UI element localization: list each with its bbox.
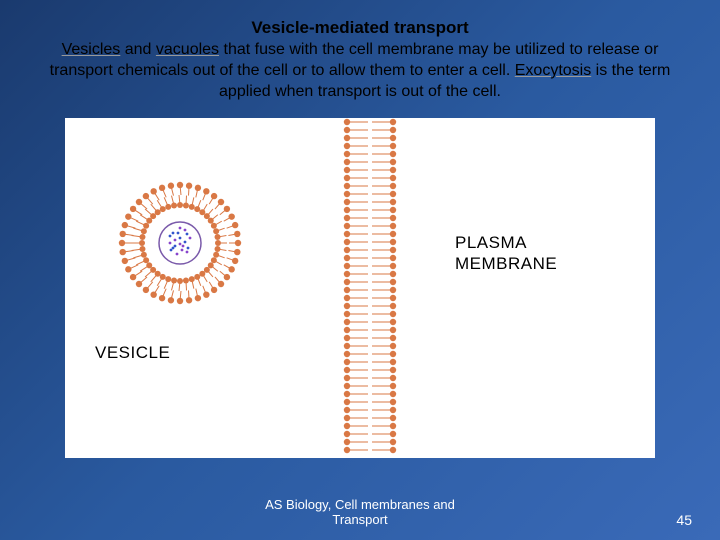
plasma-label-line1: PLASMA bbox=[455, 233, 557, 253]
plasma-membrane-label: PLASMA MEMBRANE bbox=[455, 233, 557, 274]
footer-line2: Transport bbox=[0, 512, 720, 528]
footer-line1: AS Biology, Cell membranes and bbox=[0, 497, 720, 513]
slide-title: Vesicle-mediated transport bbox=[40, 18, 680, 38]
link-exocytosis[interactable]: Exocytosis bbox=[515, 62, 591, 79]
plasma-membrane-graphic bbox=[335, 118, 405, 458]
link-vesicles[interactable]: Vesicles bbox=[62, 41, 121, 58]
page-number: 45 bbox=[676, 512, 692, 528]
vesicle-svg bbox=[115, 178, 245, 308]
footer: AS Biology, Cell membranes and Transport bbox=[0, 497, 720, 528]
body-text-1: and bbox=[120, 41, 156, 58]
plasma-label-line2: MEMBRANE bbox=[455, 254, 557, 274]
link-vacuoles[interactable]: vacuoles bbox=[156, 41, 219, 58]
slide-body: Vesicles and vacuoles that fuse with the… bbox=[40, 40, 680, 102]
plasma-membrane-svg bbox=[335, 118, 405, 458]
diagram: VESICLE PLASMA MEMBRANE bbox=[65, 118, 655, 458]
vesicle-label: VESICLE bbox=[95, 343, 170, 363]
vesicle-graphic bbox=[115, 178, 245, 313]
text-block: Vesicle-mediated transport Vesicles and … bbox=[0, 0, 720, 102]
